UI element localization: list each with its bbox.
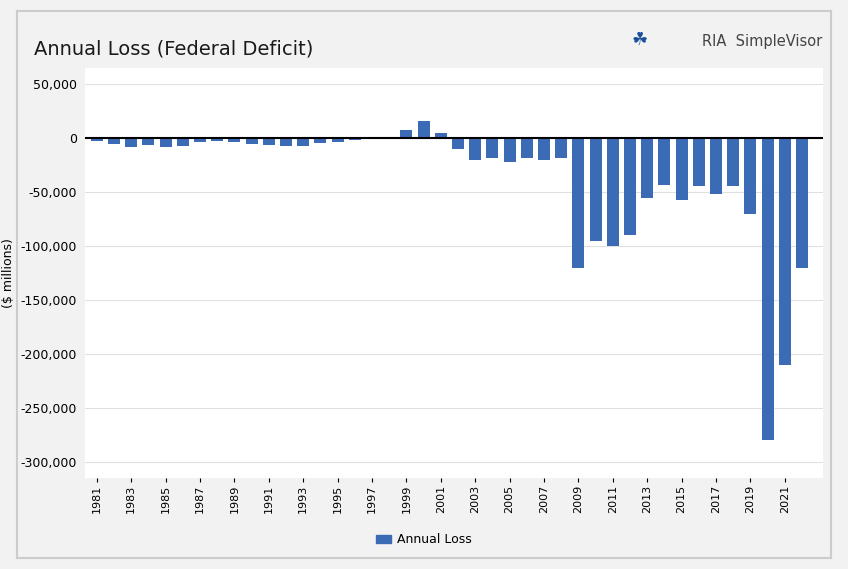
Text: RIA  SimpleVisor: RIA SimpleVisor bbox=[702, 34, 823, 49]
Bar bbox=[624, 138, 636, 236]
Bar bbox=[400, 130, 412, 138]
Bar bbox=[658, 138, 671, 185]
Bar bbox=[315, 138, 326, 143]
Bar bbox=[589, 138, 601, 241]
Bar bbox=[641, 138, 653, 197]
Y-axis label: ($ millions): ($ millions) bbox=[3, 238, 15, 308]
Text: ☘: ☘ bbox=[632, 31, 648, 50]
Bar bbox=[710, 138, 722, 195]
Bar bbox=[778, 138, 790, 365]
Text: Annual Loss (Federal Deficit): Annual Loss (Federal Deficit) bbox=[34, 40, 313, 59]
Bar bbox=[521, 138, 533, 158]
Bar bbox=[435, 133, 447, 138]
Bar bbox=[297, 138, 310, 146]
Bar bbox=[228, 138, 241, 142]
Bar bbox=[91, 138, 103, 141]
Bar bbox=[332, 138, 343, 142]
Bar bbox=[142, 138, 154, 145]
Bar bbox=[246, 138, 258, 144]
Bar bbox=[796, 138, 808, 268]
Bar bbox=[727, 138, 739, 186]
Bar bbox=[745, 138, 756, 214]
Bar bbox=[280, 138, 292, 146]
Bar bbox=[349, 138, 360, 140]
Bar bbox=[762, 138, 773, 440]
Bar bbox=[555, 138, 567, 158]
Bar bbox=[159, 138, 171, 147]
Bar bbox=[504, 138, 516, 162]
Bar bbox=[176, 138, 189, 146]
Bar bbox=[263, 138, 275, 145]
Bar bbox=[452, 138, 464, 149]
Bar bbox=[194, 138, 206, 142]
Bar bbox=[538, 138, 550, 160]
Bar bbox=[108, 138, 120, 144]
Bar bbox=[606, 138, 619, 246]
Bar bbox=[469, 138, 481, 160]
Bar bbox=[693, 138, 705, 186]
Bar bbox=[676, 138, 688, 200]
Bar bbox=[487, 138, 499, 158]
Bar bbox=[126, 138, 137, 147]
Legend: Annual Loss: Annual Loss bbox=[371, 529, 477, 551]
Bar bbox=[417, 121, 430, 138]
Bar bbox=[572, 138, 584, 268]
Bar bbox=[211, 138, 223, 141]
